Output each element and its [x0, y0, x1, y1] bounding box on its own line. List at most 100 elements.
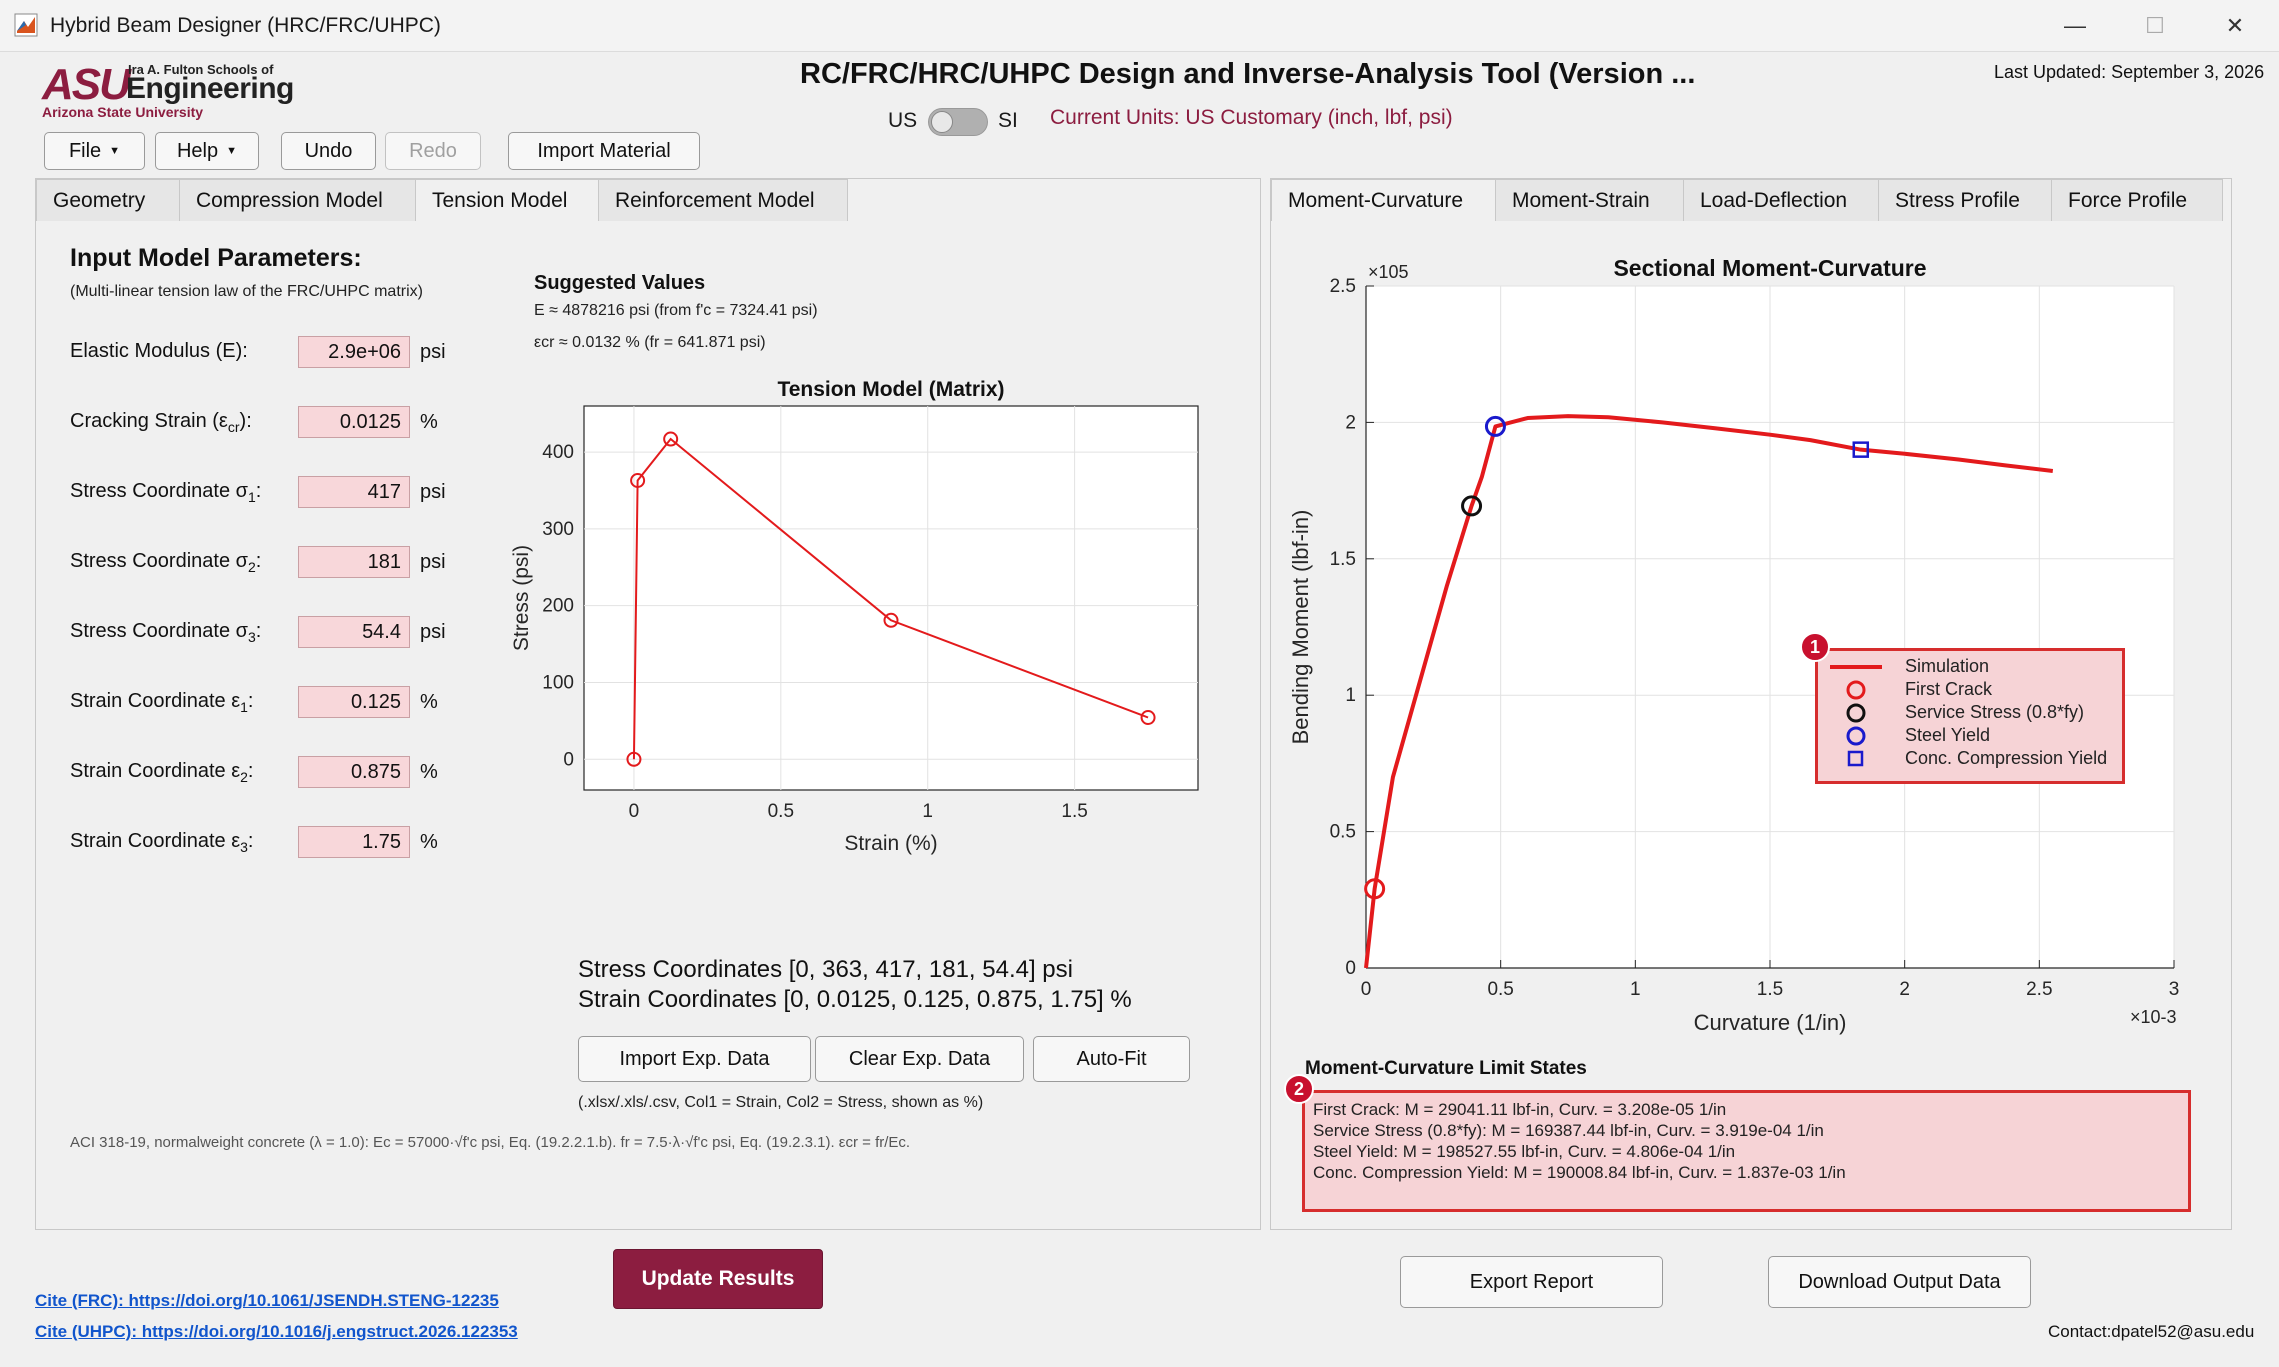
param-label-text: Strain Coordinate ε — [70, 830, 241, 852]
param-input-field[interactable]: 181 — [298, 546, 410, 578]
y-tick-label: 1.5 — [1330, 549, 1356, 570]
cite-uhpc-link[interactable]: Cite (UHPC): https://doi.org/10.1016/j.e… — [35, 1322, 518, 1341]
limit-state-line: Service Stress (0.8*fy): M = 169387.44 l… — [1313, 1121, 1824, 1140]
legend-marker-conc-yield — [1847, 750, 1864, 767]
left-tabbar: Geometry Compression Model Tension Model… — [36, 179, 848, 221]
download-output-button[interactable]: Download Output Data — [1768, 1256, 2031, 1308]
input-subheading: (Multi-linear tension law of the FRC/UHP… — [70, 283, 423, 300]
y-tick-label: 200 — [542, 596, 574, 617]
param-label-tail: ): — [239, 410, 252, 432]
tension-data-point — [626, 751, 642, 767]
param-input-field[interactable]: 2.9e+06 — [298, 336, 410, 368]
undo-button[interactable]: Undo — [281, 132, 376, 170]
param-input-field[interactable]: 1.75 — [298, 826, 410, 858]
param-unit: % — [420, 411, 438, 433]
y-tick-label: 0 — [563, 749, 574, 770]
param-label: Stress Coordinate σ1: — [70, 480, 261, 505]
x-tick-label: 1.5 — [1061, 801, 1087, 822]
legend-marker-first-crack — [1846, 680, 1866, 700]
annotation-badge-2: 2 — [1284, 1074, 1314, 1104]
param-label: Strain Coordinate ε2: — [70, 760, 253, 785]
param-label-subscript: cr — [227, 419, 240, 435]
auto-fit-button[interactable]: Auto-Fit — [1033, 1036, 1190, 1082]
param-unit: % — [420, 831, 438, 853]
legend-markers — [1830, 665, 1882, 767]
param-label-subscript: 2 — [240, 769, 248, 785]
tab-moment-curvature[interactable]: Moment-Curvature — [1271, 179, 1496, 221]
exp-data-hint: (.xlsx/.xls/.csv, Col1 = Strain, Col2 = … — [578, 1094, 984, 1111]
tab-stress-profile[interactable]: Stress Profile — [1878, 179, 2052, 221]
param-input-field[interactable]: 417 — [298, 476, 410, 508]
maximize-button[interactable]: ☐ — [2145, 13, 2165, 38]
caret-down-icon: ▼ — [109, 145, 121, 157]
y-tick-label: 400 — [542, 442, 574, 463]
title-bar: Hybrid Beam Designer (HRC/FRC/UHPC) — ☐ … — [0, 0, 2279, 52]
y-multiplier-label: ×105 — [1368, 262, 1409, 282]
tab-moment-strain[interactable]: Moment-Strain — [1495, 179, 1684, 221]
x-axis-label: Strain (%) — [844, 832, 937, 855]
legend-marker-steel-yield — [1846, 726, 1866, 746]
logo-engineering-text: Engineering — [126, 72, 294, 105]
tension-data-point — [663, 431, 679, 447]
param-label-tail: : — [247, 690, 254, 712]
suggested-heading: Suggested Values — [534, 272, 706, 294]
input-heading: Input Model Parameters: — [70, 244, 362, 272]
update-results-button[interactable]: Update Results — [613, 1249, 823, 1309]
legend-label-conc-yield: Conc. Compression Yield — [1905, 748, 2108, 768]
param-input-field[interactable]: 0.125 — [298, 686, 410, 718]
unit-us-label: US — [888, 109, 918, 132]
redo-button[interactable]: Redo — [385, 132, 481, 170]
tab-force-profile[interactable]: Force Profile — [2051, 179, 2223, 221]
import-material-button[interactable]: Import Material — [508, 132, 700, 170]
logo-university-text: Arizona State University — [42, 104, 204, 120]
param-label-text: Stress Coordinate σ — [70, 480, 248, 502]
clear-exp-data-button[interactable]: Clear Exp. Data — [815, 1036, 1024, 1082]
legend-label-steel-yield: Steel Yield — [1905, 725, 1991, 745]
y-tick-label: 2.5 — [1330, 276, 1356, 297]
param-label-text: Cracking Strain (ε — [70, 410, 228, 432]
help-menu-button[interactable]: Help ▼ — [155, 132, 259, 170]
param-label-tail: : — [255, 620, 262, 642]
tab-geometry[interactable]: Geometry — [36, 179, 180, 221]
x-axis-label: Curvature (1/in) — [1694, 1010, 1847, 1035]
param-unit: psi — [420, 481, 446, 503]
export-report-button[interactable]: Export Report — [1400, 1256, 1663, 1308]
y-tick-label: 100 — [542, 672, 574, 693]
unit-toggle-switch[interactable] — [928, 108, 988, 136]
file-label: File — [68, 139, 102, 162]
param-input-field[interactable]: 54.4 — [298, 616, 410, 648]
current-units-label: Current Units: US Customary (inch, lbf, … — [1050, 106, 1453, 129]
conc-compression-yield-marker — [1852, 441, 1870, 458]
close-button[interactable]: ✕ — [2225, 13, 2245, 38]
file-menu-button[interactable]: File ▼ — [44, 132, 145, 170]
tab-reinforcement-model[interactable]: Reinforcement Model — [598, 179, 848, 221]
tab-compression-model[interactable]: Compression Model — [179, 179, 416, 221]
x-tick-label: 1 — [1630, 979, 1641, 1000]
param-unit: % — [420, 691, 438, 713]
import-exp-data-button[interactable]: Import Exp. Data — [578, 1036, 811, 1082]
caret-down-icon: ▼ — [226, 145, 238, 157]
moment-curvature-chart: 0 0.5 1 1.5 2 2.5 3 0 0.5 1 1.5 2 2.5 Sectional Momen… — [1288, 255, 2179, 1035]
x-tick-label: 2.5 — [2026, 979, 2052, 1000]
tab-tension-model[interactable]: Tension Model — [415, 179, 599, 221]
param-label-text: Stress Coordinate σ — [70, 620, 248, 642]
toggle-knob — [931, 111, 953, 133]
tab-load-deflection[interactable]: Load-Deflection — [1683, 179, 1879, 221]
minimize-button[interactable]: — — [2064, 13, 2086, 38]
param-input-field[interactable]: 0.875 — [298, 756, 410, 788]
param-unit: psi — [420, 551, 446, 573]
cite-frc-link[interactable]: Cite (FRC): https://doi.org/10.1061/JSEN… — [35, 1291, 499, 1310]
simulation-series-line — [1364, 414, 2054, 969]
last-updated: Last Updated: September 3, 2026 — [1994, 62, 2265, 82]
x-tick-label: 1 — [922, 801, 933, 822]
param-label: Strain Coordinate ε1: — [70, 690, 253, 715]
window-title: Hybrid Beam Designer (HRC/FRC/UHPC) — [50, 14, 441, 37]
x-multiplier-label: ×10-3 — [2130, 1007, 2177, 1027]
param-label: Strain Coordinate ε3: — [70, 830, 253, 855]
param-input-field[interactable]: 0.0125 — [298, 406, 410, 438]
y-tick-label: 0.5 — [1330, 822, 1356, 843]
param-unit: psi — [420, 341, 446, 363]
param-unit: % — [420, 761, 438, 783]
param-label-tail: : — [255, 480, 262, 502]
y-tick-label: 0 — [1345, 958, 1356, 979]
